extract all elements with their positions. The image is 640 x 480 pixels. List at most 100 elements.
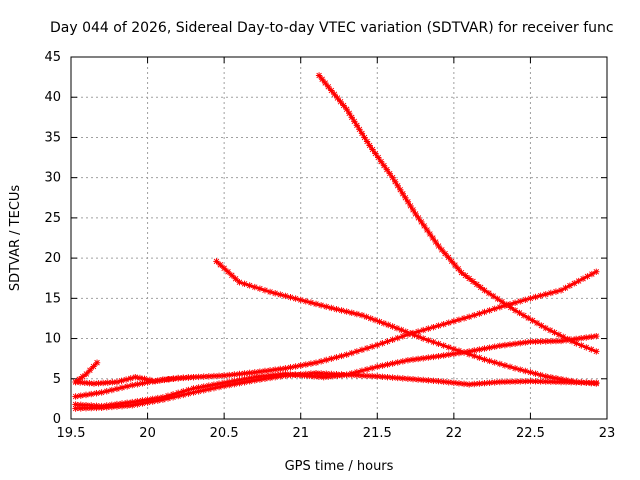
data-point xyxy=(287,294,294,301)
data-point xyxy=(149,378,156,385)
data-point xyxy=(532,378,539,385)
data-point xyxy=(411,331,418,339)
data-point xyxy=(404,375,412,382)
data-point xyxy=(251,377,258,384)
data-point xyxy=(451,261,459,269)
data-point xyxy=(385,321,392,329)
data-point xyxy=(583,379,590,386)
data-point xyxy=(593,380,600,387)
data-point xyxy=(277,371,284,378)
data-point xyxy=(164,375,172,383)
y-tick-label: 35 xyxy=(44,130,61,145)
data-point xyxy=(136,374,144,382)
data-point xyxy=(369,146,376,153)
data-point xyxy=(430,323,437,331)
data-point xyxy=(420,326,427,334)
data-point xyxy=(425,325,432,332)
data-point xyxy=(323,370,330,377)
axes: 19.5 20 20.5 21 21.5 22 22.5 23 0 5 10 15 20 25 30 35 40… xyxy=(44,50,615,441)
data-point xyxy=(397,186,404,193)
data-point xyxy=(522,339,529,346)
data-point xyxy=(538,322,545,329)
data-point xyxy=(358,312,366,319)
data-point xyxy=(522,367,529,375)
data-point xyxy=(367,315,374,322)
y-tick-label: 30 xyxy=(44,171,61,186)
data-point xyxy=(476,354,483,361)
y-axis-label: SDTVAR / TECUs xyxy=(8,185,23,292)
data-point xyxy=(584,273,591,280)
data-point xyxy=(481,308,488,316)
data-point xyxy=(420,335,427,342)
data-point xyxy=(154,377,161,384)
data-point xyxy=(407,202,414,210)
data-point xyxy=(511,378,519,385)
data-point xyxy=(301,372,308,379)
y-tick-label: 45 xyxy=(44,50,61,65)
data-point xyxy=(460,349,468,356)
data-point xyxy=(236,370,243,378)
data-point xyxy=(180,374,187,382)
data-point xyxy=(195,373,202,381)
data-point xyxy=(333,305,340,313)
data-point xyxy=(348,370,355,377)
x-tick-label: 22 xyxy=(446,426,463,441)
data-point xyxy=(465,351,473,358)
data-point xyxy=(486,379,493,386)
data-point xyxy=(481,345,488,352)
data-point xyxy=(108,386,116,394)
data-point xyxy=(81,379,88,386)
data-point xyxy=(588,380,595,387)
data-point xyxy=(375,154,382,161)
data-point xyxy=(490,292,497,300)
y-tick-label: 40 xyxy=(44,90,61,105)
data-point xyxy=(118,377,125,384)
data-point xyxy=(501,362,509,369)
data-point xyxy=(88,402,95,409)
data-point xyxy=(164,392,172,400)
data-point xyxy=(210,372,218,380)
data-point xyxy=(506,301,514,308)
data-point xyxy=(368,343,376,350)
data-point xyxy=(560,333,567,341)
data-point xyxy=(169,391,177,398)
data-point xyxy=(98,389,105,396)
data-point xyxy=(99,379,107,387)
data-point xyxy=(86,366,94,374)
data-point xyxy=(232,275,239,282)
data-point xyxy=(471,312,478,319)
data-point xyxy=(491,343,498,350)
data-point xyxy=(226,371,233,379)
data-point xyxy=(185,386,192,394)
data-point xyxy=(579,275,587,282)
data-point xyxy=(402,328,409,335)
data-point xyxy=(379,373,386,380)
data-point xyxy=(394,334,401,342)
data-point xyxy=(195,388,202,395)
data-point xyxy=(104,379,111,386)
data-point xyxy=(527,338,534,345)
data-point xyxy=(329,373,337,380)
data-point xyxy=(82,391,90,399)
data-point xyxy=(380,320,388,327)
data-point xyxy=(72,405,79,412)
data-point xyxy=(460,315,468,322)
data-point xyxy=(210,381,218,388)
data-point xyxy=(129,382,136,389)
data-point xyxy=(578,342,585,349)
series-track-7 xyxy=(315,72,600,355)
data-point xyxy=(511,299,519,306)
data-point xyxy=(438,246,446,254)
data-point xyxy=(118,384,126,391)
data-point xyxy=(529,317,536,324)
data-point xyxy=(552,375,560,382)
data-point xyxy=(476,346,483,353)
data-point xyxy=(358,346,366,354)
data-point xyxy=(445,344,452,351)
data-point xyxy=(175,375,182,382)
data-point xyxy=(399,333,407,340)
data-point xyxy=(118,400,126,407)
data-point xyxy=(90,380,98,387)
data-point xyxy=(139,397,146,404)
